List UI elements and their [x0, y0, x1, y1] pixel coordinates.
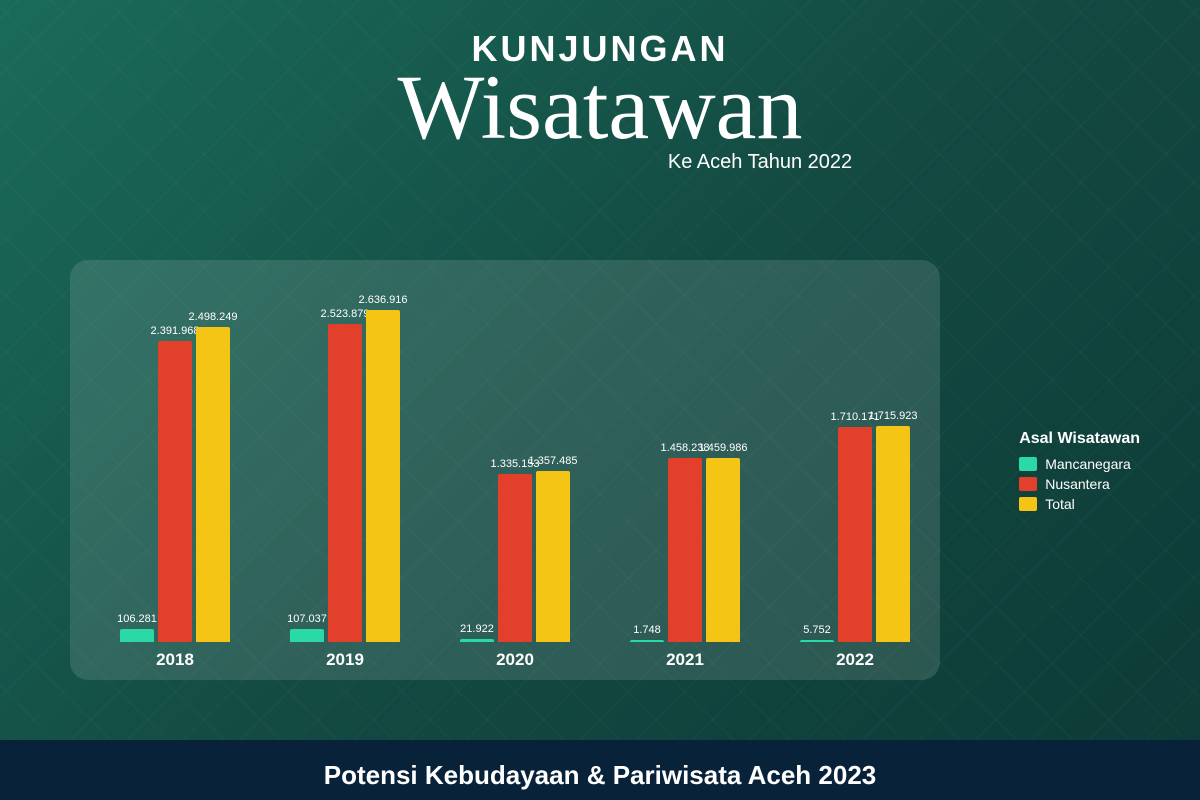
- bar-mancanegara: [630, 640, 664, 642]
- year-group-2021: 1.7481.458.2381.459.986: [610, 302, 760, 642]
- bar-label-total: 1.357.485: [513, 455, 593, 467]
- chart-plot-area: 106.2812.391.9682.498.249 2018 107.0372.52…: [70, 260, 940, 680]
- year-label: 2021: [610, 650, 760, 670]
- bar-label-total: 1.459.986: [683, 442, 763, 454]
- bar-nusantara: [498, 474, 532, 642]
- legend-label: Total: [1045, 496, 1075, 512]
- bar-label-total: 1.715.923: [853, 410, 933, 422]
- bar-mancanegara: [800, 640, 834, 642]
- legend-item-total: Total: [1019, 496, 1140, 512]
- subtitle: Ke Aceh Tahun 2022: [348, 151, 852, 174]
- legend-swatch: [1019, 477, 1037, 491]
- bar-nusantara: [668, 458, 702, 642]
- bar-nusantara: [838, 427, 872, 642]
- chart-container: 106.2812.391.9682.498.249 2018 107.0372.52…: [70, 260, 1130, 730]
- year-label: 2019: [270, 650, 420, 670]
- bar-mancanegara: [460, 639, 494, 642]
- year-label: 2022: [780, 650, 930, 670]
- legend-swatch: [1019, 457, 1037, 471]
- header: KUNJUNGAN Wisatawan Ke Aceh Tahun 2022: [0, 0, 1200, 174]
- legend-swatch: [1019, 497, 1037, 511]
- bar-total: [876, 426, 910, 642]
- year-group-2019: 107.0372.523.8792.636.916: [270, 302, 420, 642]
- bar-nusantara: [158, 341, 192, 642]
- year-group-2022: 5.7521.710.1711.715.923: [780, 302, 930, 642]
- footer: Potensi Kebudayaan & Pariwisata Aceh 202…: [0, 740, 1200, 800]
- year-label: 2018: [100, 650, 250, 670]
- bar-total: [536, 471, 570, 642]
- bar-label-total: 2.636.916: [343, 294, 423, 306]
- title-script: Wisatawan: [0, 66, 1200, 149]
- bar-total: [706, 458, 740, 642]
- bar-mancanegara: [290, 629, 324, 642]
- bar-total: [196, 327, 230, 642]
- legend-title: Asal Wisatawan: [1019, 430, 1140, 448]
- bar-total: [366, 310, 400, 642]
- footer-text: Potensi Kebudayaan & Pariwisata Aceh 202…: [324, 760, 877, 790]
- year-group-2020: 21.9221.335.1531.357.485: [440, 302, 590, 642]
- legend-label: Nusantera: [1045, 476, 1110, 492]
- bar-mancanegara: [120, 629, 154, 642]
- legend-item-mancanegara: Mancanegara: [1019, 456, 1140, 472]
- year-group-2018: 106.2812.391.9682.498.249: [100, 302, 250, 642]
- year-label: 2020: [440, 650, 590, 670]
- legend-item-nusantara: Nusantera: [1019, 476, 1140, 492]
- bar-label-total: 2.498.249: [173, 311, 253, 323]
- bar-nusantara: [328, 324, 362, 642]
- legend: Asal Wisatawan Mancanegara Nusantera Total: [1019, 430, 1140, 516]
- legend-label: Mancanegara: [1045, 456, 1131, 472]
